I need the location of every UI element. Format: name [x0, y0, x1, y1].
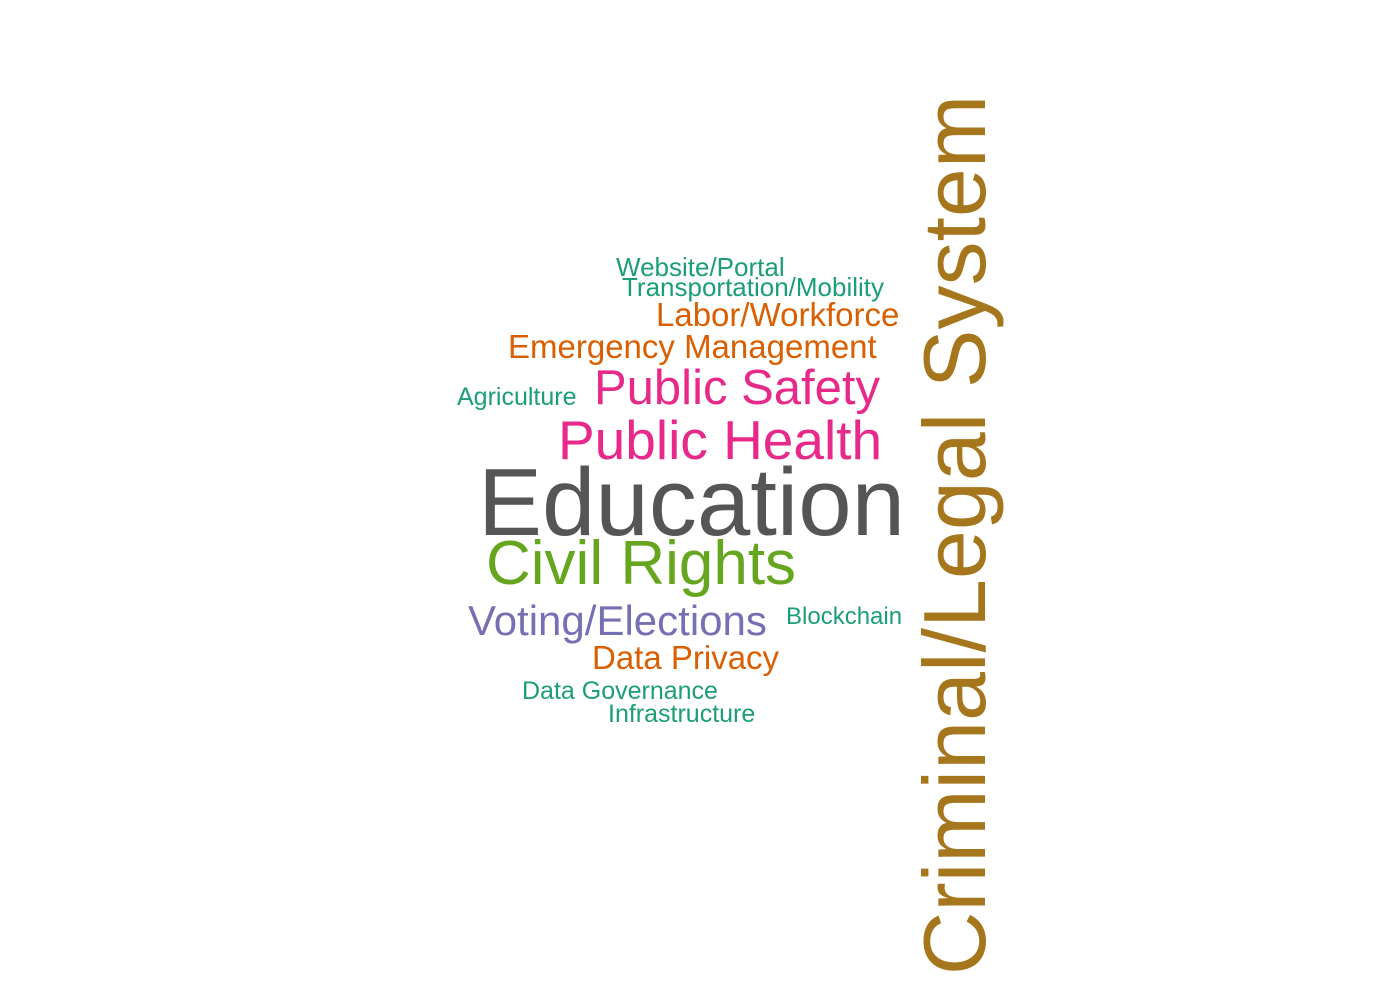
word-data-governance: Data Governance — [522, 677, 718, 705]
word-emergency-management: Emergency Management — [508, 328, 877, 365]
word-public-safety: Public Safety — [594, 361, 880, 415]
word-civil-rights: Civil Rights — [486, 529, 797, 598]
word-public-health: Public Health — [558, 409, 883, 471]
word-agriculture: Agriculture — [457, 383, 577, 411]
word-transportation-mobility: Transportation/Mobility — [622, 272, 885, 302]
word-criminal-legal-system: Criminal/Legal System — [905, 94, 1004, 976]
word-data-privacy: Data Privacy — [592, 639, 780, 676]
word-labor-workforce: Labor/Workforce — [656, 296, 900, 333]
word-infrastructure: Infrastructure — [608, 700, 756, 728]
word-blockchain: Blockchain — [786, 603, 903, 630]
word-education: Education — [478, 449, 905, 556]
word-website-portal: Website/Portal — [616, 252, 785, 282]
word-voting-elections: Voting/Elections — [468, 597, 767, 644]
